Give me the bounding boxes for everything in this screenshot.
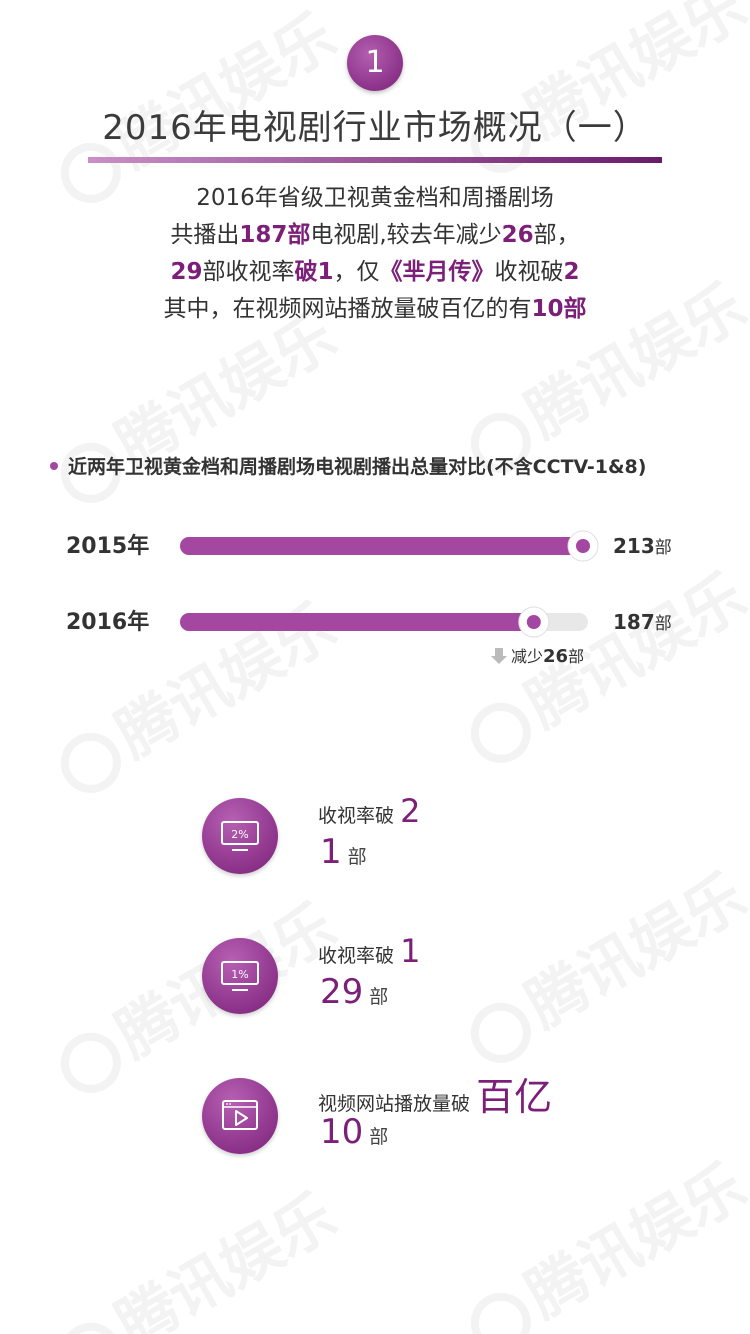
watermark: 腾讯娱乐	[449, 849, 750, 1078]
data-label: 187部	[613, 610, 672, 634]
watermark: 腾讯娱乐	[449, 1139, 750, 1334]
stat-count: 29 部	[320, 972, 389, 1012]
bar	[180, 613, 534, 631]
monitor-2pct-icon: 2%	[202, 798, 278, 874]
summary-line-4: 其中，在视频网站播放量破百亿的有10部	[163, 296, 587, 322]
stat-label: 视频网站播放量破 百亿	[318, 1075, 553, 1119]
annotation-label: 减少26部	[511, 646, 584, 667]
bar	[180, 537, 583, 555]
down-arrow-icon	[491, 648, 507, 664]
data-label: 213部	[613, 534, 672, 558]
video-play-icon	[202, 1078, 278, 1154]
stat-count: 10 部	[320, 1112, 389, 1152]
bar-end-dot	[576, 539, 590, 553]
summary-line-1: 2016年省级卫视黄金档和周播剧场	[196, 185, 554, 211]
monitor-1pct-icon: 1%	[202, 938, 278, 1014]
stat-label: 收视率破 2	[318, 792, 421, 830]
watermark: 腾讯娱乐	[39, 1169, 349, 1334]
summary-line-3: 29部收视率破1，仅《芈月传》收视破2	[170, 259, 580, 285]
category-label: 2015年	[66, 533, 149, 559]
category-label: 2016年	[66, 609, 149, 635]
bar-end-dot	[526, 615, 541, 629]
svg-text:2%: 2%	[231, 828, 248, 841]
chart-title: 近两年卫视黄金档和周播剧场电视剧播出总量对比(不含CCTV-1&8)	[50, 452, 646, 479]
bullet-dot	[50, 461, 58, 470]
summary-line-2: 共播出187部电视剧,较去年减少26部，	[170, 222, 580, 248]
section-number-badge: 1	[347, 35, 403, 91]
page-title: 2016年电视剧行业市场概况（一）	[102, 108, 648, 148]
stat-label: 收视率破 1	[318, 932, 421, 970]
summary-text: 2016年省级卫视黄金档和周播剧场 共播出187部电视剧,较去年减少26部， 2…	[0, 180, 750, 328]
title-underline	[88, 157, 662, 163]
svg-text:1%: 1%	[231, 968, 248, 981]
watermark: 腾讯娱乐	[39, 879, 349, 1108]
